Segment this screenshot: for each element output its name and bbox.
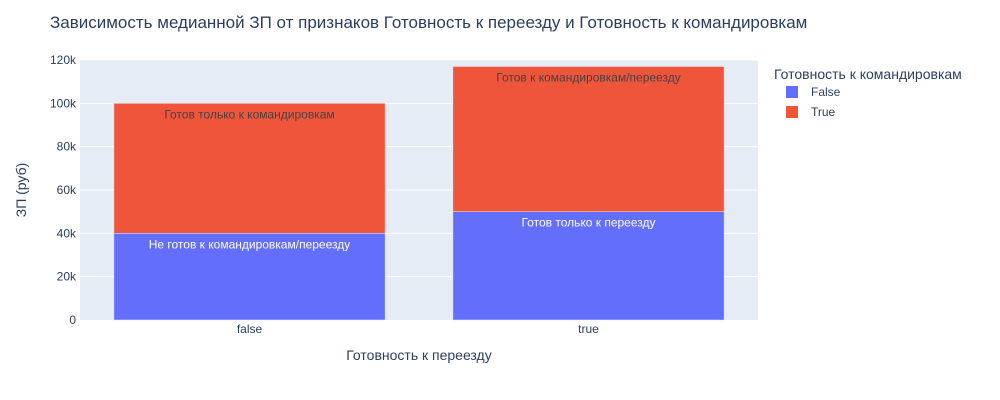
y-tick-label: 100k — [50, 96, 77, 110]
x-tick-label: true — [578, 322, 599, 336]
y-tick-label: 40k — [57, 226, 77, 240]
x-tick-label: false — [237, 322, 263, 336]
y-axis-ticks: 0 20k 40k 60k 80k 100k 120k — [50, 53, 77, 327]
x-axis-title: Готовность к переезду — [346, 347, 491, 363]
y-tick-label: 0 — [69, 313, 76, 327]
legend-swatch[interactable] — [786, 86, 798, 98]
bar-label: Готов только к переезду — [521, 216, 655, 230]
bar[interactable] — [113, 233, 386, 321]
bar[interactable] — [452, 66, 725, 212]
bar[interactable] — [452, 211, 725, 321]
legend-label[interactable]: False — [811, 85, 841, 99]
bar-label: Не готов к командировкам/переезду — [149, 237, 351, 251]
bar-label: Готов к командировкам/переезду — [496, 71, 680, 85]
bar-label: Готов только к командировкам — [164, 107, 334, 121]
bar-labels: Не готов к командировкам/переезду Готов т… — [149, 71, 681, 252]
chart-title: Зависимость медианной ЗП от признаков Го… — [50, 13, 807, 32]
legend: False True — [786, 85, 841, 119]
x-axis-ticks: false true — [237, 322, 599, 336]
y-tick-label: 60k — [57, 183, 77, 197]
y-tick-label: 80k — [57, 140, 77, 154]
legend-title: Готовность к командировкам — [774, 66, 962, 82]
y-axis-title: ЗП (руб) — [13, 163, 29, 218]
y-tick-label: 20k — [57, 270, 77, 284]
legend-label[interactable]: True — [811, 105, 836, 119]
bar[interactable] — [113, 103, 386, 234]
bars — [113, 66, 725, 321]
y-tick-label: 120k — [50, 53, 77, 67]
legend-swatch[interactable] — [786, 106, 798, 118]
